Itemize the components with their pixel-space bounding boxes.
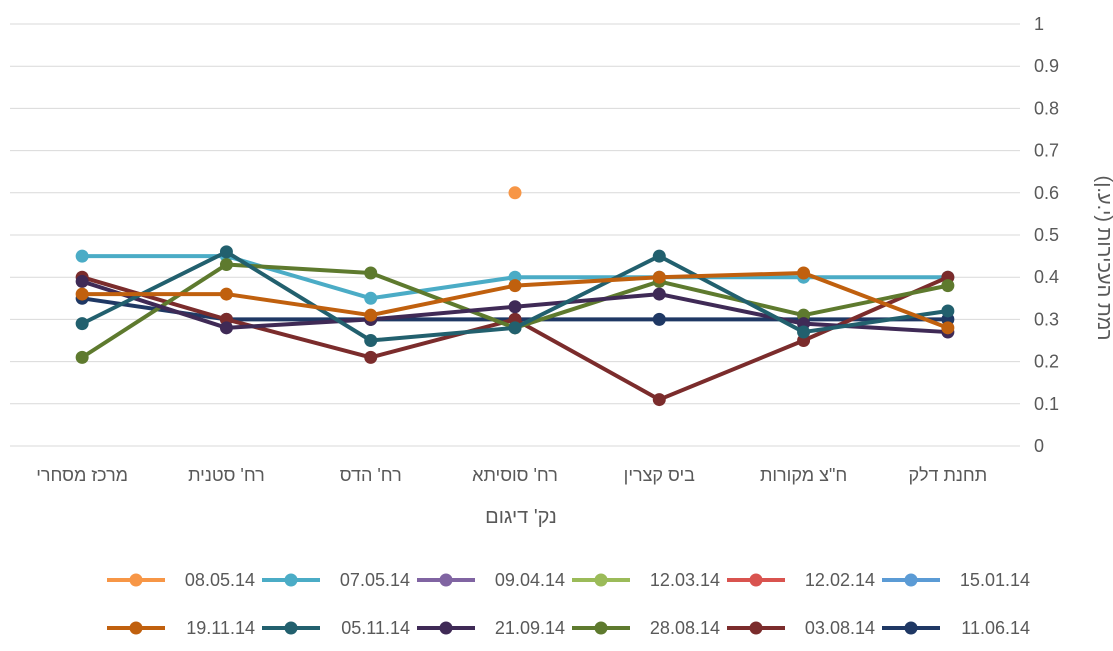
data-point (75, 350, 89, 364)
series-group (75, 186, 955, 407)
y-tick-label: 0.2 (1034, 352, 1059, 372)
legend-swatch-marker (749, 573, 763, 587)
data-point (652, 393, 666, 407)
legend-label: 03.08.14 (805, 618, 875, 638)
y-tick-label: 0.7 (1034, 141, 1059, 161)
x-tick-label: רח' סוסיתא (472, 465, 558, 485)
gridlines (10, 23, 1020, 447)
data-point (219, 258, 233, 272)
legend-swatch-marker (904, 621, 918, 635)
data-point (75, 287, 89, 301)
data-point (508, 186, 522, 200)
legend-item: 05.11.14 (262, 618, 410, 638)
legend-swatch-marker (594, 621, 608, 635)
legend-label: 08.05.14 (185, 570, 255, 590)
legend-swatch-marker (129, 573, 143, 587)
y-tick-label: 1 (1034, 14, 1044, 34)
y-tick-label: 0.6 (1034, 183, 1059, 203)
data-point (941, 279, 955, 293)
legend-label: 11.06.14 (961, 618, 1030, 638)
legend-item: 19.11.14 (107, 618, 255, 638)
series-19.11.14 (75, 266, 955, 335)
data-point (364, 350, 378, 364)
x-tick-label: רח' הדס (340, 465, 402, 485)
series-05.11.14 (75, 245, 955, 347)
legend: 15.01.14 12.02.14 12.03.14 09.04.14 07.05.14… (107, 570, 1030, 638)
y-tick-label: 0.4 (1034, 267, 1059, 287)
legend-label: 05.11.14 (341, 618, 410, 638)
y-tick-label: 0.9 (1034, 56, 1059, 76)
legend-label: 19.11.14 (186, 618, 255, 638)
legend-item: 11.06.14 (882, 618, 1030, 638)
data-point (797, 325, 811, 339)
data-point (219, 287, 233, 301)
legend-label: 28.08.14 (650, 618, 720, 638)
x-axis-ticks: תחנת דלק ח"צ מקורות ביס קצרין רח' סוסיתא רח'… (36, 465, 987, 485)
data-point (219, 321, 233, 335)
legend-swatch-marker (284, 573, 298, 587)
data-point (941, 321, 955, 335)
data-point (652, 287, 666, 301)
data-point (652, 270, 666, 284)
y-tick-label: 0.8 (1034, 98, 1059, 118)
x-tick-label: רח' סטנית (188, 465, 265, 485)
x-tick-label: ביס קצרין (624, 465, 696, 485)
legend-item: 15.01.14 (882, 570, 1030, 590)
data-point (508, 300, 522, 314)
legend-item: 09.04.14 (417, 570, 565, 590)
data-point (364, 291, 378, 305)
legend-label: 09.04.14 (495, 570, 565, 590)
legend-item: 28.08.14 (572, 618, 720, 638)
y-tick-label: 0.3 (1034, 309, 1059, 329)
legend-swatch-marker (749, 621, 763, 635)
series-08.05.14 (508, 186, 522, 200)
data-point (508, 321, 522, 335)
data-point (941, 304, 955, 318)
y-tick-label: 0.1 (1034, 394, 1059, 414)
data-point (75, 249, 89, 263)
data-point (364, 334, 378, 347)
legend-swatch-marker (439, 621, 453, 635)
legend-label: 12.02.14 (805, 570, 875, 590)
data-point (364, 266, 378, 280)
legend-label: 12.03.14 (650, 570, 720, 590)
legend-swatch-marker (904, 573, 918, 587)
legend-item: 12.03.14 (572, 570, 720, 590)
data-point (797, 266, 811, 280)
legend-item: 03.08.14 (727, 618, 875, 638)
data-point (219, 245, 233, 259)
legend-label: 07.05.14 (340, 570, 410, 590)
legend-label: 15.01.14 (960, 570, 1030, 590)
x-tick-label: תחנת דלק (909, 465, 988, 485)
y-tick-label: 0.5 (1034, 225, 1059, 245)
x-tick-label: ח"צ מקורות (760, 465, 847, 485)
legend-swatch-marker (129, 621, 143, 635)
data-point (652, 312, 666, 326)
legend-label: 21.09.14 (495, 618, 565, 638)
data-point (652, 249, 666, 263)
legend-item: 08.05.14 (107, 570, 255, 590)
y-tick-label: 0 (1034, 436, 1044, 456)
legend-item: 12.02.14 (727, 570, 875, 590)
data-point (508, 279, 522, 293)
y-axis-ticks: 0 0.1 0.2 0.3 0.4 0.5 0.6 0.7 0.8 0.9 1 (1034, 14, 1059, 456)
x-tick-label: מרכז מסחרי (36, 465, 128, 485)
legend-swatch-marker (439, 573, 453, 587)
legend-swatch-marker (594, 573, 608, 587)
data-point (75, 274, 89, 288)
x-axis-title: נק' דיגום (485, 506, 557, 528)
legend-item: 07.05.14 (262, 570, 410, 590)
y-axis-title: רמת העכירות (י.ע.ן) (1093, 176, 1113, 341)
legend-swatch-marker (284, 621, 298, 635)
legend-item: 21.09.14 (417, 618, 565, 638)
data-point (75, 317, 89, 331)
data-point (364, 308, 378, 322)
